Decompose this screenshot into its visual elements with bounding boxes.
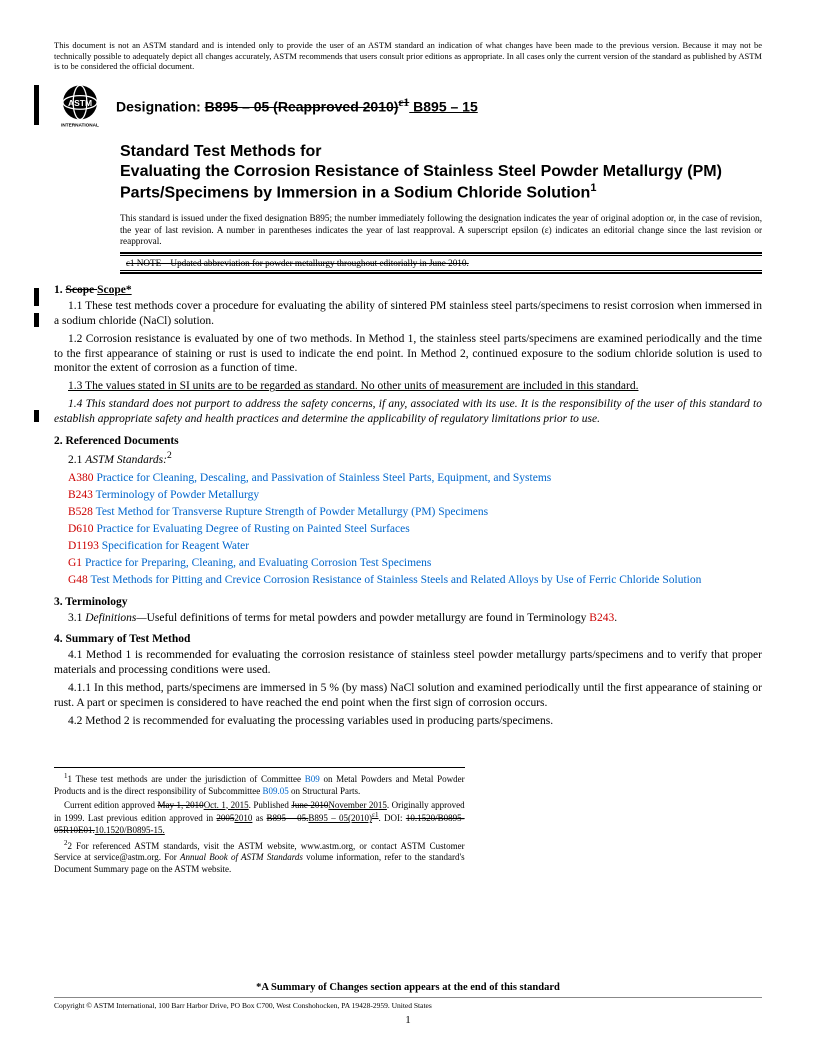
section-3-head: 3. Terminology [54,596,762,608]
para-1-1: 1.1 These test methods cover a procedure… [54,299,762,329]
reference-item[interactable]: D1193 Specification for Reagent Water [68,539,762,554]
reference-item[interactable]: G48 Test Methods for Pitting and Crevice… [68,573,762,588]
para-3-1: 3.1 Definitions—Useful definitions of te… [54,611,762,626]
issue-note: This standard is issued under the fixed … [120,213,762,248]
reference-item[interactable]: B528 Test Method for Transverse Rupture … [68,505,762,520]
para-4-2: 4.2 Method 2 is recommended for evaluati… [54,714,762,729]
footnotes: 11 These test methods are under the juri… [54,767,465,876]
copyright-text: Copyright © ASTM International, 100 Barr… [54,1001,762,1010]
svg-text:ASTM: ASTM [68,98,92,108]
para-2-1: 2.1 ASTM Standards:2 [54,450,762,468]
section-2-head: 2. Referenced Documents [54,435,762,447]
reference-item[interactable]: G1 Practice for Preparing, Cleaning, and… [68,556,762,571]
section-1-head: 1. Scope Scope* [54,284,762,296]
change-bar [34,85,39,125]
designation-old: B895 – 05 (Reapproved 2010) [205,98,399,114]
designation-new: B895 – 15 [409,98,478,114]
committee-link[interactable]: B09 [305,774,320,784]
change-bar [34,410,39,422]
svg-text:INTERNATIONAL: INTERNATIONAL [61,122,99,127]
section-4-head: 4. Summary of Test Method [54,633,762,645]
change-bar [34,288,39,306]
reference-item[interactable]: B243 Terminology of Powder Metallurgy [68,488,762,503]
para-1-2: 1.2 Corrosion resistance is evaluated by… [54,332,762,377]
reference-item[interactable]: A380 Practice for Cleaning, Descaling, a… [68,471,762,486]
ref-link[interactable]: B243 [589,612,614,624]
page-number: 1 [54,1014,762,1026]
editorial-note-box: ε1 NOTE—Updated abbreviation for powder … [120,252,762,274]
para-1-4: 1.4 This standard does not purport to ad… [54,397,762,427]
title-block: Standard Test Methods for Evaluating the… [120,142,762,274]
doc-title: Standard Test Methods for Evaluating the… [120,142,762,203]
para-4-1: 4.1 Method 1 is recommended for evaluati… [54,648,762,678]
reference-list: A380 Practice for Cleaning, Descaling, a… [68,471,762,588]
astm-logo: ASTM INTERNATIONAL [54,82,106,128]
change-bar [34,313,39,327]
disclaimer-text: This document is not an ASTM standard an… [54,40,762,72]
reference-item[interactable]: D610 Practice for Evaluating Degree of R… [68,522,762,537]
footer-rule [54,997,762,998]
designation: Designation: B895 – 05 (Reapproved 2010)… [116,96,478,115]
header-row: ASTM INTERNATIONAL Designation: B895 – 0… [54,82,762,128]
footnote-2: 22 For referenced ASTM standards, visit … [54,839,465,876]
para-4-1-1: 4.1.1 In this method, parts/specimens ar… [54,681,762,711]
para-1-3: 1.3 The values stated in SI units are to… [54,379,762,394]
footer: *A Summary of Changes section appears at… [54,982,762,1026]
summary-changes-note: *A Summary of Changes section appears at… [54,982,762,993]
footnote-edition: Current edition approved May 1, 2010Oct.… [54,800,465,837]
subcommittee-link[interactable]: B09.05 [262,786,288,796]
footnote-1: 11 These test methods are under the juri… [54,772,465,797]
